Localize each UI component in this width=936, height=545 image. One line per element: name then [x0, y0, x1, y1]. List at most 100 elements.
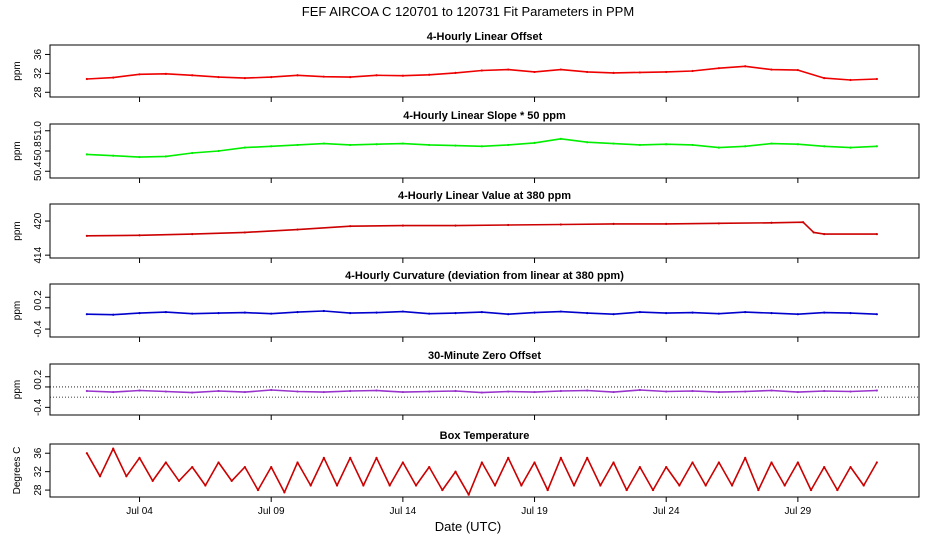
panel-6-data-point — [401, 461, 404, 464]
panel-6-data-point — [454, 470, 457, 473]
panel-6-data-point — [638, 465, 641, 469]
panel-5-data-point — [638, 388, 641, 392]
panel-2-data-point — [322, 142, 325, 145]
panel-2-data-point — [875, 145, 878, 148]
panel-1-data-point — [401, 74, 404, 77]
panel-5-ytick-label: -0.4 — [33, 398, 44, 416]
panel-frame-3 — [49, 203, 920, 259]
panel-frame-5 — [49, 363, 920, 416]
panel-2-data-point — [559, 137, 562, 140]
panel-1-data-point — [243, 76, 246, 80]
panel-4-data-point — [770, 312, 773, 315]
panel-6-data-point — [414, 484, 418, 487]
panel-6-data-point — [730, 484, 734, 487]
panel-4-ytick-label: 0.2 — [33, 290, 44, 304]
panel-5-data-point — [322, 390, 325, 394]
panel-6-series-line — [86, 447, 878, 496]
panel-5-data-point — [138, 389, 141, 392]
panel-5-data-point — [770, 389, 773, 392]
x-tick-label: Jul 24 — [653, 506, 680, 517]
panel-3-ytick-label: 414 — [33, 246, 44, 263]
panel-2-data-point — [191, 151, 194, 155]
panel-5-data-point — [375, 389, 378, 392]
panel-4-data-point — [85, 313, 88, 316]
panel-6-data-point — [678, 484, 681, 487]
panel-6-data-point — [428, 465, 431, 469]
panel-6-data-point — [770, 461, 773, 464]
panel-frame-4 — [49, 283, 920, 338]
panel-3-data-point — [138, 234, 141, 237]
panel-ylabel-5: ppm — [12, 380, 23, 399]
panel-ylabel-1: ppm — [12, 61, 23, 80]
panel-2-ytick-label: 51.0 — [33, 121, 44, 141]
panel-2-series-line — [86, 138, 877, 158]
panel-5-data-point — [191, 391, 194, 394]
panel-5-data-point — [296, 390, 299, 393]
panel-5-data-point — [243, 390, 246, 394]
panel-6-data-point — [362, 484, 365, 487]
panel-6-data-point — [256, 488, 260, 492]
panel-4-data-point — [691, 311, 694, 314]
panel-2-data-point — [796, 143, 799, 146]
panel-5-data-point — [217, 389, 220, 393]
panel-5-data-point — [164, 390, 167, 393]
panel-4-data-point — [507, 313, 510, 316]
panel-1-data-point — [717, 67, 720, 70]
panel-2-data-point — [612, 142, 615, 145]
panel-3-series-line — [86, 221, 877, 237]
panel-3-data-point — [812, 231, 815, 234]
panel-6-data-point — [296, 461, 299, 464]
panel-1-ytick-label: 28 — [33, 86, 44, 98]
panel-3-data-point — [717, 222, 720, 225]
panel-3-data-point — [507, 223, 510, 227]
panel-1-data-point — [454, 71, 457, 74]
panel-4-data-point — [796, 313, 799, 316]
panel-3-data-point — [612, 222, 615, 225]
panel-3-data-point — [85, 234, 88, 237]
x-tick-label: Jul 09 — [258, 506, 285, 517]
panel-2-data-point — [243, 146, 246, 149]
panel-2-data-point — [507, 143, 510, 147]
panel-1-data-point — [875, 77, 878, 81]
panel-3-data-point — [243, 231, 246, 234]
panel-2-ytick-label: 50.4 — [33, 161, 44, 181]
panel-4-data-point — [849, 312, 852, 315]
panel-frame-6 — [49, 443, 920, 498]
panel-2-data-point — [691, 143, 694, 147]
panel-5-data-point — [586, 389, 589, 392]
panel-4-data-point — [191, 312, 194, 315]
panel-4-data-point — [270, 312, 273, 315]
panel-1-data-point — [533, 70, 536, 74]
panel-6-data-point — [493, 484, 497, 487]
panel-2-data-point — [744, 145, 747, 148]
panel-1-ytick-label: 32 — [33, 67, 44, 79]
panel-6-data-point — [217, 461, 220, 464]
panel-ylabel-2: ppm — [12, 141, 23, 160]
panel-4-data-point — [401, 310, 404, 313]
panel-1-data-point — [507, 68, 510, 71]
panel-1-data-point — [665, 70, 668, 74]
panel-4-data-point — [375, 311, 378, 314]
panel-6-data-point — [691, 461, 694, 464]
panel-2-data-point — [85, 153, 88, 156]
panel-1-data-point — [375, 74, 378, 77]
panel-6-ytick-label: 36 — [33, 447, 44, 459]
panel-2-data-point — [533, 141, 536, 144]
panel-6-data-point — [283, 491, 286, 494]
panel-2-data-point — [665, 143, 668, 146]
panel-6-data-point — [270, 465, 273, 469]
panel-title-6: Box Temperature — [440, 430, 530, 442]
figure-title: FEF AIRCOA C 120701 to 120731 Fit Parame… — [302, 4, 634, 19]
panel-2-data-point — [823, 145, 826, 148]
panel-3-data-point — [349, 225, 352, 228]
panel-6-data-point — [533, 461, 536, 464]
panel-1-data-point — [191, 74, 194, 77]
panel-6-data-point — [151, 479, 154, 482]
panel-1-data-point — [428, 73, 431, 76]
panel-5-ytick-label: 0 — [33, 384, 44, 390]
panel-1-data-point — [164, 72, 167, 75]
panel-6-data-point — [164, 461, 167, 464]
panel-6-data-point — [204, 484, 207, 487]
panel-4-data-point — [559, 310, 562, 313]
